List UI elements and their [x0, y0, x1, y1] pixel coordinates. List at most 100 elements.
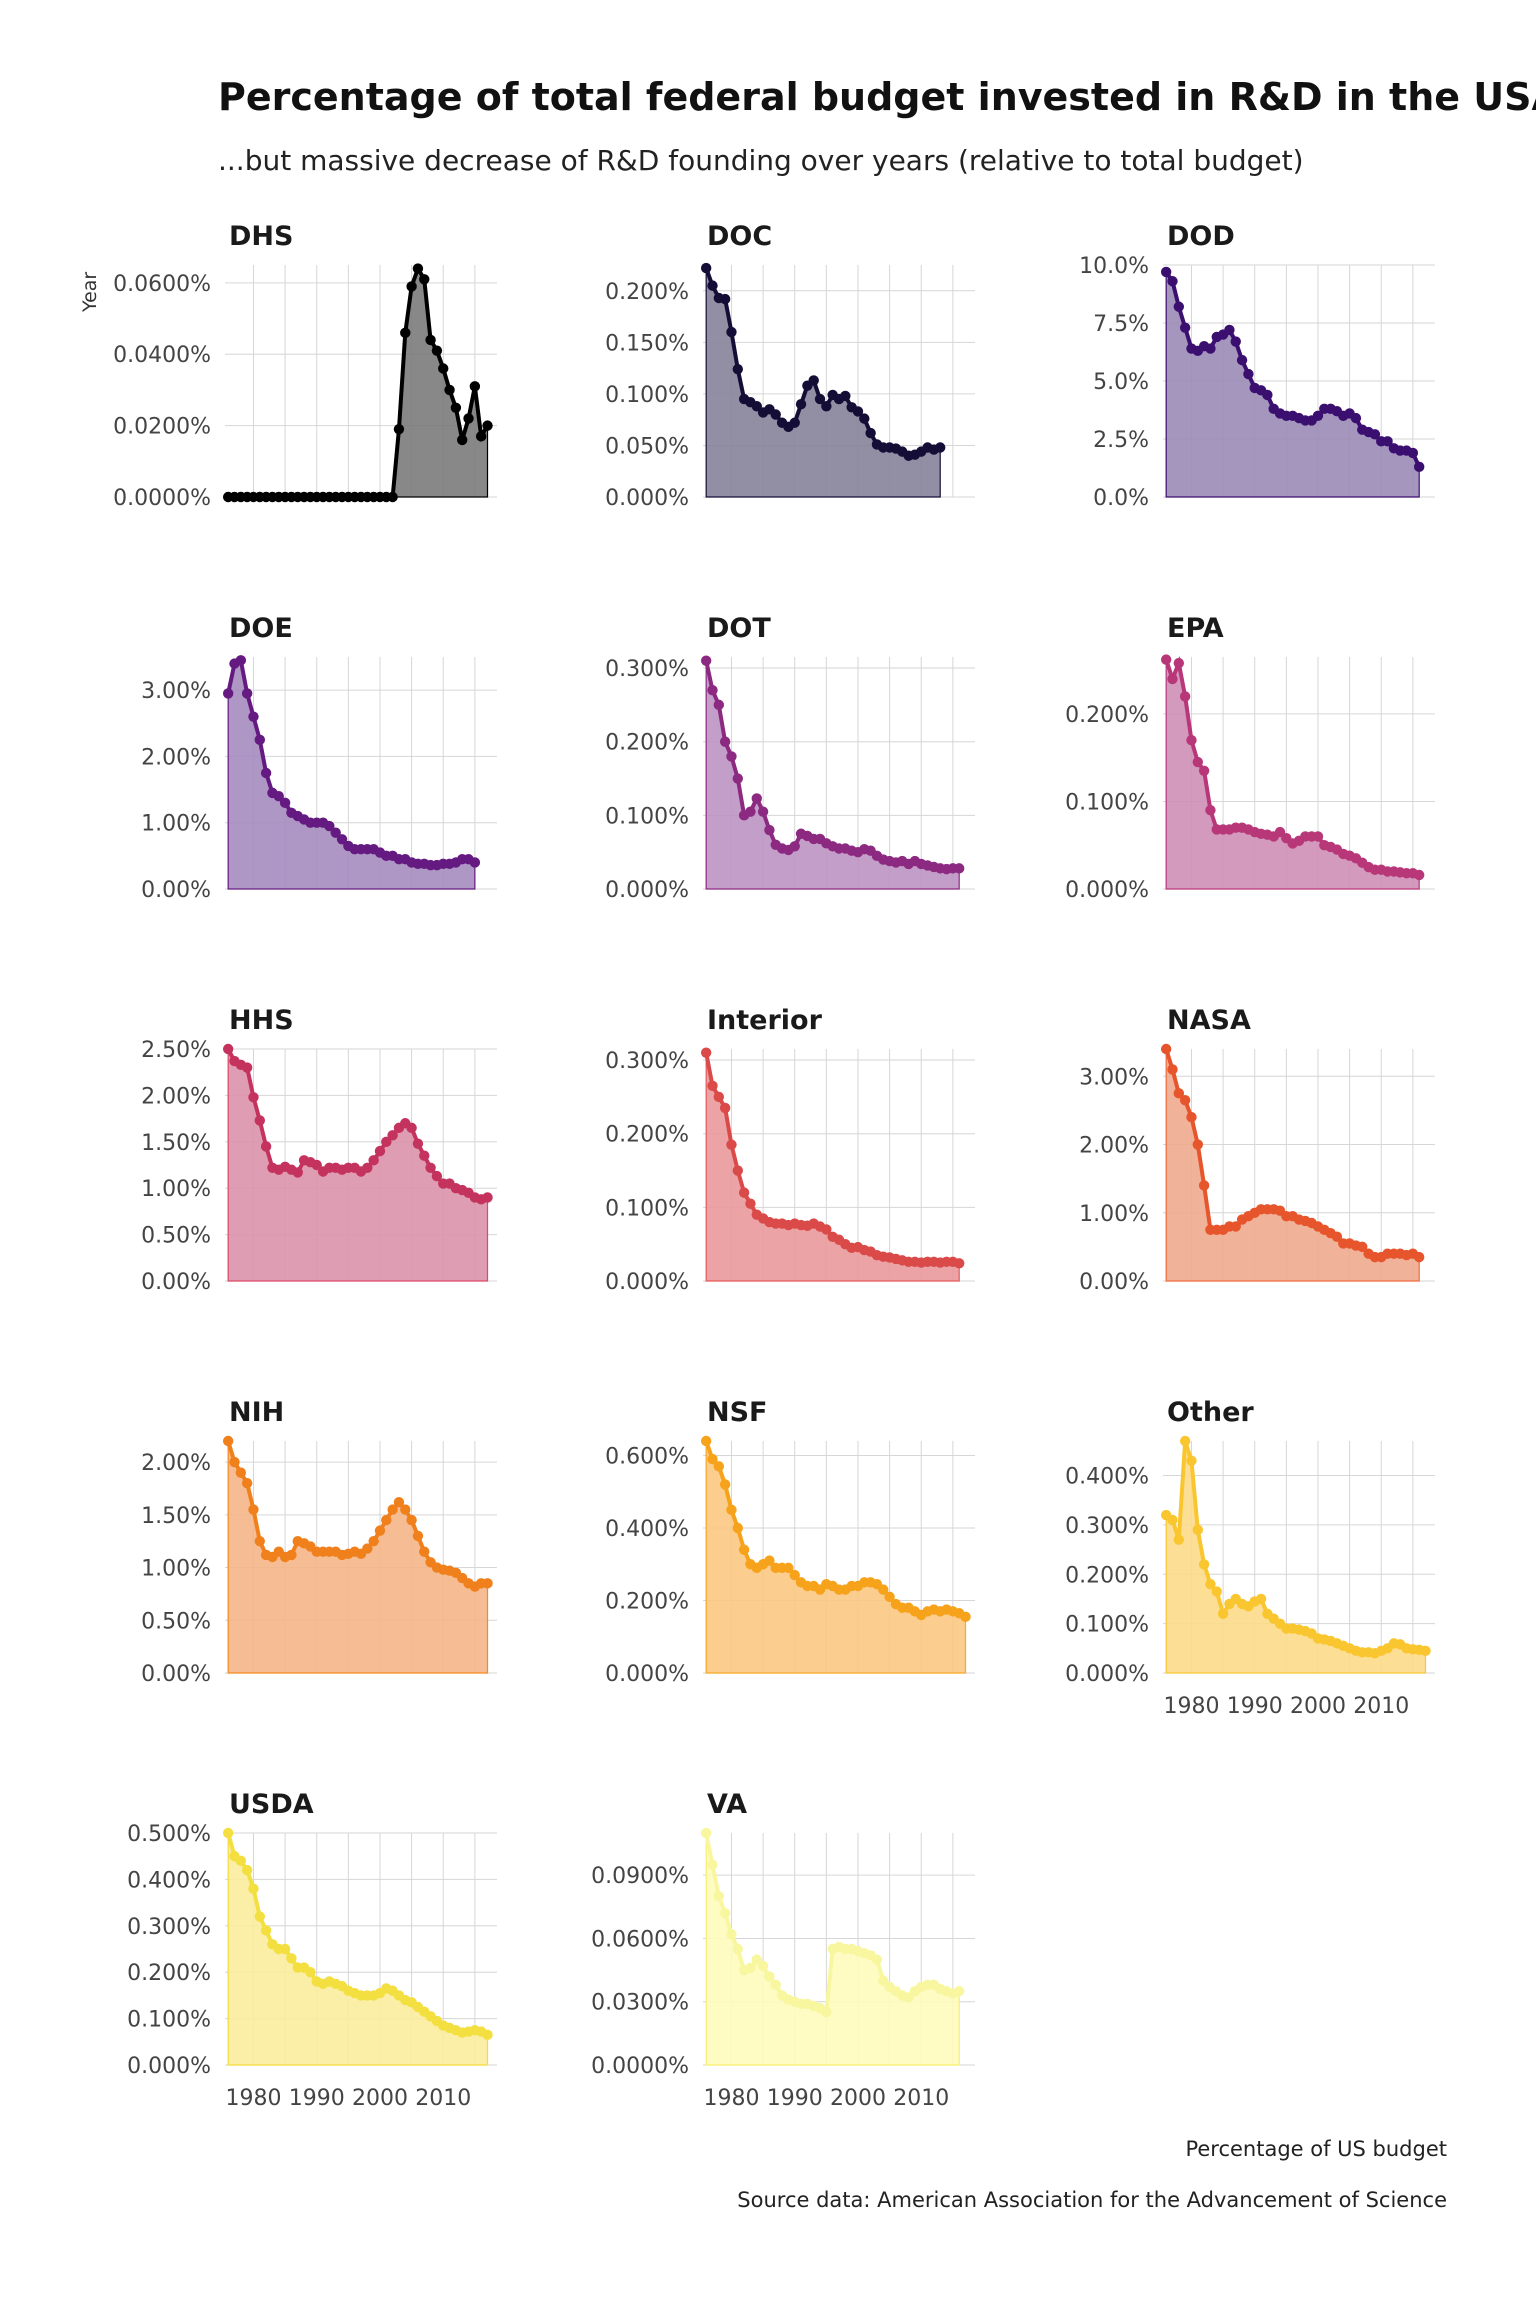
- x-tick-label: 2000: [830, 2086, 886, 2111]
- data-point: [254, 734, 265, 746]
- data-point: [707, 1859, 718, 1870]
- data-point: [1173, 1088, 1185, 1099]
- data-point: [783, 1562, 794, 1574]
- data-point: [738, 1187, 750, 1198]
- data-point: [387, 491, 398, 503]
- data-point: [726, 1139, 737, 1150]
- data-point: [821, 401, 832, 412]
- facet-interior: Interior 0.000% 0.100% 0.200% 0.300%: [605, 1005, 975, 1295]
- data-point: [1205, 805, 1216, 816]
- data-point: [248, 711, 259, 722]
- y-tick-label: 0.200%: [605, 731, 689, 756]
- data-point: [1173, 1534, 1185, 1545]
- data-point: [469, 857, 481, 868]
- y-tick-label: 0.100%: [1065, 1613, 1149, 1638]
- y-tick-label: 0.400%: [127, 1868, 211, 1893]
- data-point: [1167, 673, 1178, 685]
- data-point: [1420, 1645, 1431, 1656]
- data-point: [1167, 1514, 1178, 1526]
- data-point: [222, 1827, 234, 1839]
- data-point: [1198, 1559, 1210, 1570]
- data-point: [260, 1141, 272, 1152]
- x-tick-label: 1980: [225, 2086, 281, 2111]
- data-point: [1160, 266, 1172, 278]
- data-point: [457, 434, 468, 446]
- y-tick-label: 0.200%: [605, 1590, 689, 1615]
- y-tick-label: 0.100%: [1065, 790, 1149, 815]
- data-point: [1198, 1180, 1210, 1191]
- data-point: [292, 1167, 303, 1178]
- data-point: [1350, 412, 1362, 424]
- data-point: [235, 655, 247, 666]
- data-point: [286, 1953, 297, 1964]
- data-point: [254, 1535, 265, 1547]
- data-point: [1179, 1435, 1191, 1447]
- y-tick-label: 0.00%: [141, 1662, 211, 1687]
- data-point: [311, 1159, 322, 1171]
- facet-title: DOD: [1167, 221, 1235, 252]
- data-point: [324, 820, 335, 832]
- y-tick-label: 2.50%: [141, 1038, 211, 1063]
- data-point: [726, 1504, 737, 1516]
- data-point: [260, 1925, 272, 1936]
- data-point: [732, 773, 743, 784]
- data-point: [279, 1943, 291, 1955]
- data-point: [1192, 756, 1203, 768]
- data-point: [482, 2029, 493, 2041]
- area-fill: [705, 1440, 967, 1674]
- data-point: [1186, 734, 1197, 746]
- data-point: [707, 280, 718, 291]
- facet-nih: NIH 0.00% 0.50% 1.00% 1.50% 2.00%: [141, 1397, 497, 1687]
- data-point: [330, 827, 341, 838]
- facet-title: Other: [1167, 1397, 1254, 1428]
- y-tick-label: 0.000%: [127, 2054, 211, 2079]
- x-tick-label: 2010: [415, 2086, 471, 2111]
- data-point: [1173, 657, 1185, 669]
- y-tick-label: 0.300%: [605, 657, 689, 682]
- data-point: [393, 1496, 405, 1508]
- facet-title: NIH: [229, 1397, 284, 1428]
- data-point: [1230, 336, 1241, 347]
- y-tick-label: 0.300%: [127, 1915, 211, 1940]
- y-tick-label: 2.00%: [141, 1084, 211, 1109]
- facet-title: DOE: [229, 613, 293, 644]
- data-point: [1413, 461, 1425, 473]
- data-point: [254, 1911, 265, 1922]
- y-tick-label: 0.100%: [605, 383, 689, 408]
- data-point: [1217, 1608, 1229, 1619]
- data-point: [1369, 429, 1381, 440]
- data-point: [770, 1979, 781, 1991]
- data-point: [719, 293, 731, 305]
- x-tick-label: 2000: [1290, 1694, 1346, 1719]
- data-point: [222, 1043, 234, 1055]
- data-point: [814, 393, 826, 405]
- y-tick-label: 1.50%: [141, 1131, 211, 1156]
- data-point: [1160, 1043, 1172, 1055]
- data-point: [751, 793, 762, 804]
- x-tick-label: 2010: [893, 2086, 949, 2111]
- data-point: [738, 1544, 750, 1555]
- data-point: [387, 1504, 398, 1515]
- data-point: [770, 409, 781, 420]
- data-point: [745, 806, 756, 817]
- data-point: [381, 1136, 392, 1148]
- data-point: [871, 1954, 883, 1965]
- data-point: [248, 1504, 259, 1515]
- data-point: [362, 1162, 373, 1173]
- y-tick-label: 1.50%: [141, 1504, 211, 1529]
- data-point: [406, 1122, 417, 1134]
- data-point: [726, 751, 737, 762]
- y-tick-label: 1.00%: [141, 1177, 211, 1202]
- data-point: [248, 1092, 259, 1103]
- data-point: [419, 1150, 430, 1161]
- data-point: [368, 1535, 379, 1547]
- y-tick-label: 3.00%: [1079, 1065, 1149, 1090]
- data-point: [1198, 765, 1210, 777]
- facet-title: EPA: [1167, 613, 1224, 644]
- y-tick-label: 0.100%: [127, 2008, 211, 2033]
- y-tick-label: 0.00%: [141, 878, 211, 903]
- data-point: [400, 327, 411, 339]
- data-point: [840, 390, 851, 402]
- data-point: [732, 1943, 743, 1955]
